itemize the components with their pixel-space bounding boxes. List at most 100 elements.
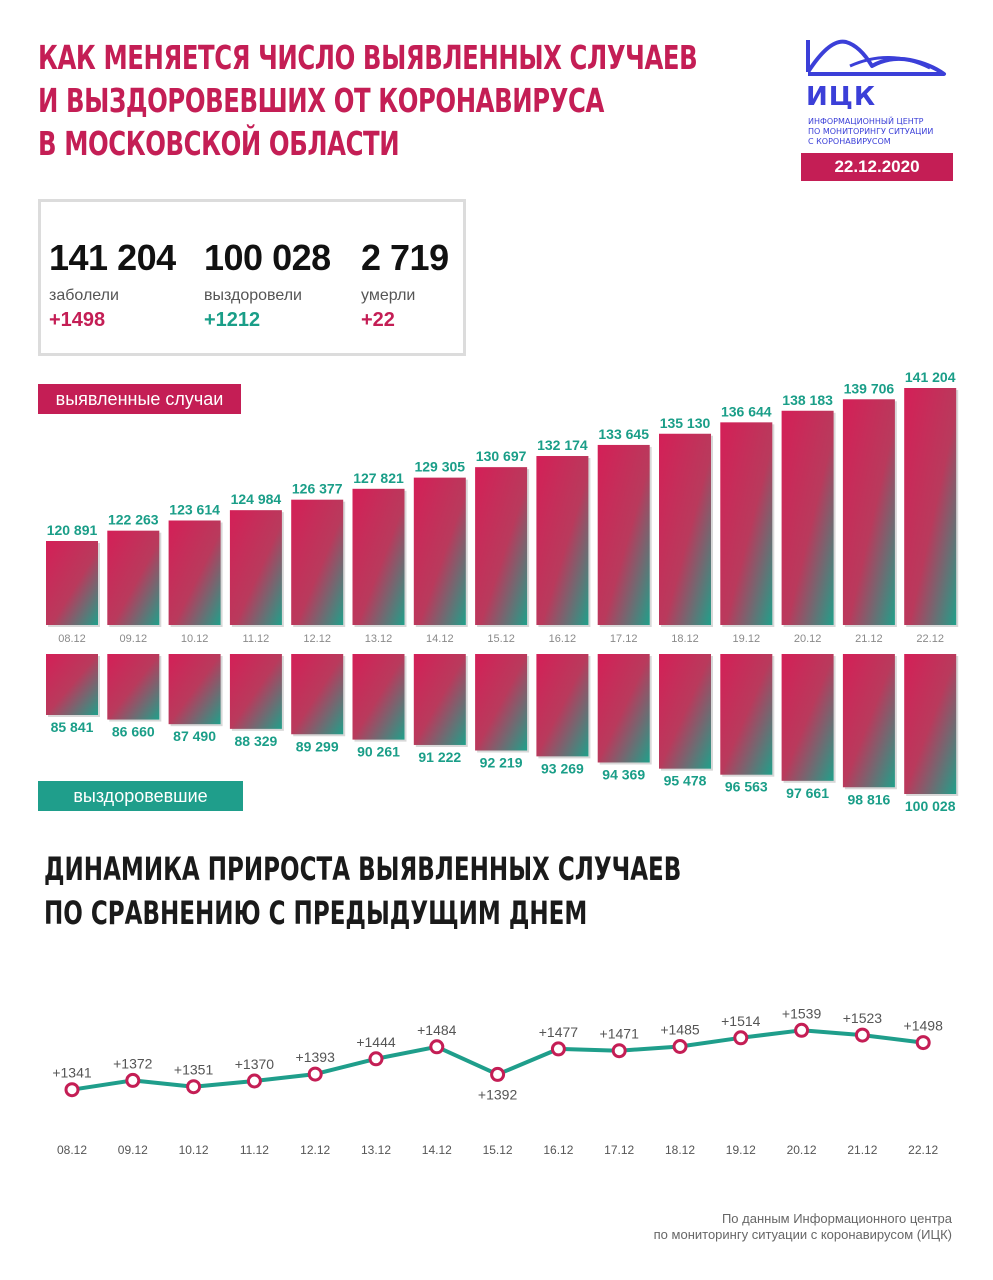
cases-bar	[168, 520, 221, 625]
growth-value-label: +1477	[539, 1024, 579, 1040]
date-tick-label: 16.12	[543, 1143, 573, 1157]
recovered-bar	[597, 654, 650, 763]
cases-value-label: 138 183	[782, 392, 833, 408]
growth-point	[611, 1043, 627, 1059]
growth-chart-title: ДИНАМИКА ПРИРОСТА ВЫЯВЛЕННЫХ СЛУЧАЕВ ПО …	[44, 847, 682, 935]
growth-value-label: +1393	[296, 1049, 336, 1065]
date-badge: 22.12.2020	[801, 153, 953, 181]
cases-value-label: 122 263	[108, 512, 159, 528]
recovered-value-label: 85 841	[51, 719, 94, 735]
title-line: ДИНАМИКА ПРИРОСТА ВЫЯВЛЕННЫХ СЛУЧАЕВ	[44, 850, 682, 888]
growth-value-label: +1351	[174, 1062, 214, 1078]
date-tick-label: 10.12	[179, 1143, 209, 1157]
recovered-bar	[536, 654, 589, 757]
recovered-value-label: 88 329	[234, 733, 277, 749]
date-tick-label: 12.12	[303, 633, 331, 645]
cases-bar	[597, 444, 650, 625]
recovered-value-label: 92 219	[480, 755, 523, 771]
stat-label: выздоровели	[204, 287, 302, 304]
growth-point	[246, 1073, 262, 1089]
date-tick-label: 21.12	[855, 633, 883, 645]
date-tick-label: 19.12	[733, 633, 761, 645]
cases-bar	[536, 456, 589, 625]
recovered-value-label: 98 816	[847, 791, 890, 807]
recovered-bar	[904, 654, 957, 794]
cases-bar	[291, 499, 344, 625]
recovered-bar	[659, 654, 711, 769]
growth-point	[794, 1022, 810, 1038]
date-tick-label: 09.12	[118, 1143, 148, 1157]
growth-point	[854, 1027, 870, 1043]
growth-value-label: +1498	[904, 1018, 944, 1034]
recovered-bar	[475, 654, 528, 751]
growth-point	[672, 1039, 688, 1054]
daily-growth-line-chart: +1341 08.12 +1372 09.12 +1351 10.12 +1370 11.12…	[52, 1005, 944, 1157]
recovered-value-label: 87 490	[173, 728, 216, 744]
growth-value-label: +1392	[478, 1086, 518, 1102]
growth-value-label: +1444	[356, 1034, 396, 1050]
stat-value: 141 204	[49, 237, 176, 278]
recovered-bar	[413, 654, 466, 745]
cases-value-label: 126 377	[292, 481, 343, 497]
growth-point	[125, 1072, 141, 1088]
growth-value-label: +1485	[660, 1022, 700, 1038]
recovered-bar	[720, 654, 773, 775]
cases-value-label: 123 614	[169, 501, 220, 517]
date-tick-label: 11.12	[243, 633, 270, 645]
date-tick-label: 15.12	[483, 1143, 513, 1157]
recovered-bar	[168, 654, 221, 725]
cases-bar	[720, 422, 773, 625]
recovered-value-label: 91 222	[418, 749, 461, 765]
title-line: В МОСКОВСКОЙ ОБЛАСТИ	[38, 124, 400, 163]
date-tick-label: 08.12	[57, 1143, 87, 1157]
growth-point	[64, 1082, 80, 1098]
growth-point	[733, 1030, 749, 1046]
date-tick-label: 15.12	[487, 633, 515, 645]
cases-bar	[107, 530, 160, 625]
logo-caption-line: ПО МОНИТОРИНГУ СИТУАЦИИ	[808, 127, 934, 136]
cases-bar	[46, 541, 98, 625]
cases-bar	[475, 467, 528, 625]
date-tick-label: 21.12	[847, 1143, 877, 1157]
cases-bar	[781, 410, 834, 625]
cases-value-label: 136 644	[721, 403, 772, 419]
cases-bar	[659, 433, 711, 625]
recovered-value-label: 86 660	[112, 724, 155, 740]
title-line: И ВЫЗДОРОВЕВШИХ ОТ КОРОНАВИРУСА	[38, 81, 604, 120]
growth-value-label: +1341	[52, 1065, 92, 1081]
stat-recovered: 100 028 выздоровели +1212	[204, 238, 331, 332]
cases-value-label: 130 697	[476, 448, 527, 464]
recovered-value-label: 100 028	[905, 798, 956, 814]
recovered-value-label: 97 661	[786, 785, 829, 801]
source-line: по мониторингу ситуации с коронавирусом …	[653, 1227, 952, 1242]
growth-value-label: +1523	[843, 1010, 883, 1026]
recovered-bar	[291, 654, 344, 735]
date-tick-label: 14.12	[426, 633, 454, 645]
date-tick-label: 17.12	[604, 1143, 634, 1157]
growth-point	[429, 1039, 445, 1055]
stat-delta: +22	[361, 309, 395, 331]
growth-value-label: +1471	[600, 1026, 640, 1042]
cases-value-label: 133 645	[598, 426, 649, 442]
recovered-value-label: 89 299	[296, 738, 339, 754]
recovered-value-label: 90 261	[357, 744, 400, 760]
logo-mark-icon	[806, 39, 946, 76]
cases-value-label: 141 204	[905, 369, 956, 385]
cases-value-label: 139 706	[844, 380, 895, 396]
date-tick-label: 17.12	[610, 633, 638, 645]
cases-bar	[229, 510, 282, 625]
stat-delta: +1212	[204, 309, 261, 331]
growth-point	[186, 1079, 202, 1095]
date-tick-label: 16.12	[549, 633, 577, 645]
stat-value: 2 719	[361, 237, 449, 278]
growth-point	[915, 1035, 931, 1051]
date-tick-label: 20.12	[787, 1143, 817, 1157]
cases-value-label: 124 984	[231, 491, 282, 507]
cases-bar	[842, 399, 895, 625]
recovered-bar	[842, 654, 895, 788]
date-tick-label: 12.12	[300, 1143, 330, 1157]
cases-value-label: 132 174	[537, 437, 588, 453]
growth-value-label: +1539	[782, 1005, 822, 1021]
recovered-value-label: 93 269	[541, 760, 584, 776]
date-tick-label: 09.12	[120, 633, 148, 645]
